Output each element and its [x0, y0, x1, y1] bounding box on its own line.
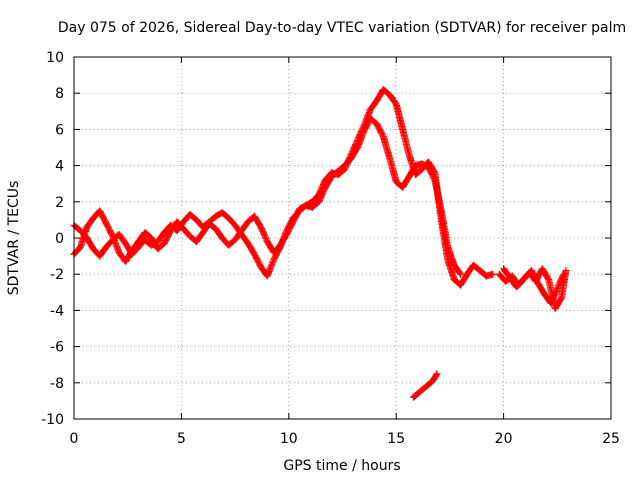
series-markers	[70, 86, 497, 289]
series-trace-d	[500, 265, 570, 313]
series-trace-b	[70, 86, 497, 289]
chart-title: Day 075 of 2026, Sidereal Day-to-day VTE…	[58, 20, 626, 36]
y-tick-label: 4	[55, 159, 64, 175]
y-tick-label: 8	[55, 86, 64, 102]
y-tick-label: -2	[50, 267, 64, 283]
y-tick-label: 10	[46, 50, 64, 66]
data-layer	[70, 86, 570, 401]
grid	[74, 57, 611, 419]
series-markers	[409, 370, 441, 401]
y-tick-label: 2	[55, 195, 64, 211]
x-axis-label: GPS time / hours	[283, 458, 400, 474]
y-tick-label: -10	[41, 412, 64, 428]
series-markers	[500, 265, 570, 313]
x-tick-label: 20	[495, 431, 513, 447]
x-tick-label: 5	[177, 431, 186, 447]
tick-labels: 0 5 10 15 20 25 -10 -8 -6 -4 -2 0 2 4 6 8 10	[41, 50, 620, 447]
x-tick-label: 0	[70, 431, 79, 447]
y-axis-label: SDTVAR / TECUs	[6, 181, 22, 296]
ticks	[73, 56, 612, 420]
x-tick-label: 25	[602, 431, 620, 447]
series-trace-e	[409, 370, 441, 401]
y-tick-label: -6	[50, 340, 64, 356]
x-tick-label: 15	[387, 431, 405, 447]
y-tick-label: -8	[50, 376, 64, 392]
x-tick-label: 10	[280, 431, 298, 447]
y-tick-label: -4	[50, 303, 64, 319]
y-tick-label: 0	[55, 231, 64, 247]
y-tick-label: 6	[55, 122, 64, 138]
